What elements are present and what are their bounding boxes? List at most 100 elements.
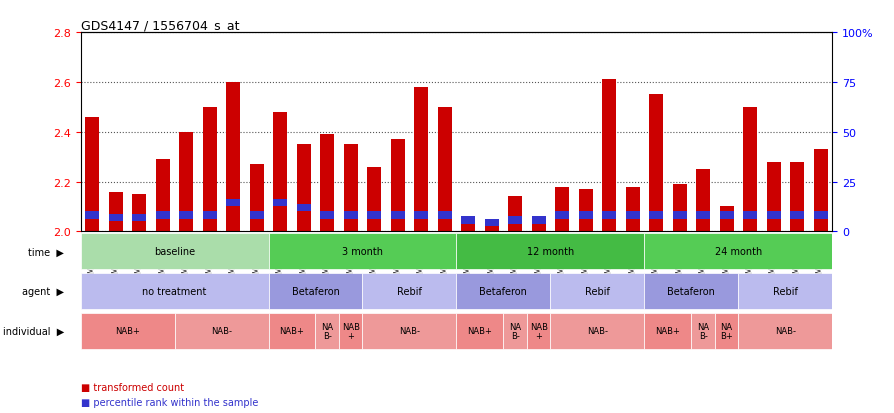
- Bar: [696, 170, 710, 232]
- Text: ■ percentile rank within the sample: ■ percentile rank within the sample: [80, 397, 257, 407]
- Bar: [339, 313, 362, 349]
- Text: NAB
+: NAB +: [342, 323, 359, 340]
- Bar: [672, 212, 686, 219]
- Bar: [362, 313, 456, 349]
- Bar: [696, 212, 710, 219]
- Text: time  ▶: time ▶: [29, 247, 64, 256]
- Bar: [268, 234, 456, 270]
- Bar: [460, 217, 475, 224]
- Bar: [296, 204, 310, 212]
- Bar: [765, 212, 780, 219]
- Text: NA
B-: NA B-: [696, 323, 708, 340]
- Bar: [485, 222, 498, 232]
- Bar: [108, 192, 122, 232]
- Text: 12 month: 12 month: [527, 247, 573, 256]
- Text: Betaferon: Betaferon: [667, 287, 714, 297]
- Bar: [390, 212, 404, 219]
- Bar: [226, 83, 240, 232]
- Text: GDS4147 / 1556704_s_at: GDS4147 / 1556704_s_at: [80, 19, 239, 32]
- Bar: [202, 107, 216, 232]
- Bar: [531, 217, 545, 232]
- Bar: [249, 212, 264, 219]
- Bar: [550, 313, 644, 349]
- Bar: [719, 207, 733, 232]
- Bar: [813, 150, 827, 232]
- Bar: [320, 212, 334, 219]
- Bar: [789, 162, 804, 232]
- Bar: [414, 88, 427, 232]
- Bar: [268, 273, 362, 309]
- Bar: [85, 118, 99, 232]
- Bar: [625, 212, 639, 219]
- Text: Betaferon: Betaferon: [291, 287, 339, 297]
- Bar: [742, 212, 756, 219]
- Text: NAB+: NAB+: [115, 327, 139, 336]
- Text: NA
B+: NA B+: [720, 323, 732, 340]
- Bar: [390, 140, 404, 232]
- Text: individual  ▶: individual ▶: [3, 326, 64, 336]
- Bar: [273, 199, 287, 207]
- Bar: [268, 313, 316, 349]
- Bar: [738, 273, 831, 309]
- Bar: [550, 273, 644, 309]
- Bar: [789, 212, 804, 219]
- Bar: [460, 217, 475, 232]
- Bar: [367, 212, 381, 219]
- Bar: [690, 313, 714, 349]
- Text: NAB-: NAB-: [774, 327, 795, 336]
- Text: 24 month: 24 month: [714, 247, 761, 256]
- Text: NAB-: NAB-: [586, 327, 607, 336]
- Bar: [765, 162, 780, 232]
- Bar: [648, 95, 662, 232]
- Bar: [719, 212, 733, 219]
- Bar: [132, 214, 147, 222]
- Bar: [508, 217, 522, 224]
- Text: NAB-: NAB-: [211, 327, 232, 336]
- Text: Rebif: Rebif: [397, 287, 421, 297]
- Text: NAB+: NAB+: [654, 327, 679, 336]
- Bar: [174, 313, 268, 349]
- Bar: [578, 190, 592, 232]
- Bar: [367, 167, 381, 232]
- Bar: [625, 187, 639, 232]
- Text: NAB+: NAB+: [467, 327, 492, 336]
- Bar: [602, 212, 615, 219]
- Bar: [296, 145, 310, 232]
- Bar: [456, 313, 503, 349]
- Bar: [602, 80, 615, 232]
- Bar: [531, 217, 545, 224]
- Bar: [508, 197, 522, 232]
- Bar: [362, 273, 456, 309]
- Text: agent  ▶: agent ▶: [22, 287, 64, 297]
- Bar: [578, 212, 592, 219]
- Text: Rebif: Rebif: [772, 287, 797, 297]
- Bar: [179, 133, 193, 232]
- Bar: [644, 273, 738, 309]
- Bar: [738, 313, 831, 349]
- Bar: [437, 107, 451, 232]
- Text: NA
B-: NA B-: [509, 323, 520, 340]
- Bar: [320, 135, 334, 232]
- Bar: [456, 273, 550, 309]
- Bar: [156, 212, 170, 219]
- Bar: [343, 145, 358, 232]
- Bar: [648, 212, 662, 219]
- Bar: [315, 313, 339, 349]
- Text: no treatment: no treatment: [142, 287, 207, 297]
- Bar: [813, 212, 827, 219]
- Bar: [456, 234, 644, 270]
- Bar: [202, 212, 216, 219]
- Text: ■ transformed count: ■ transformed count: [80, 382, 183, 392]
- Bar: [485, 219, 498, 227]
- Bar: [273, 113, 287, 232]
- Bar: [80, 313, 174, 349]
- Text: Betaferon: Betaferon: [479, 287, 527, 297]
- Bar: [132, 195, 147, 232]
- Text: Rebif: Rebif: [585, 287, 609, 297]
- Bar: [503, 313, 527, 349]
- Bar: [179, 212, 193, 219]
- Bar: [644, 313, 690, 349]
- Bar: [672, 185, 686, 232]
- Text: baseline: baseline: [154, 247, 195, 256]
- Bar: [527, 313, 550, 349]
